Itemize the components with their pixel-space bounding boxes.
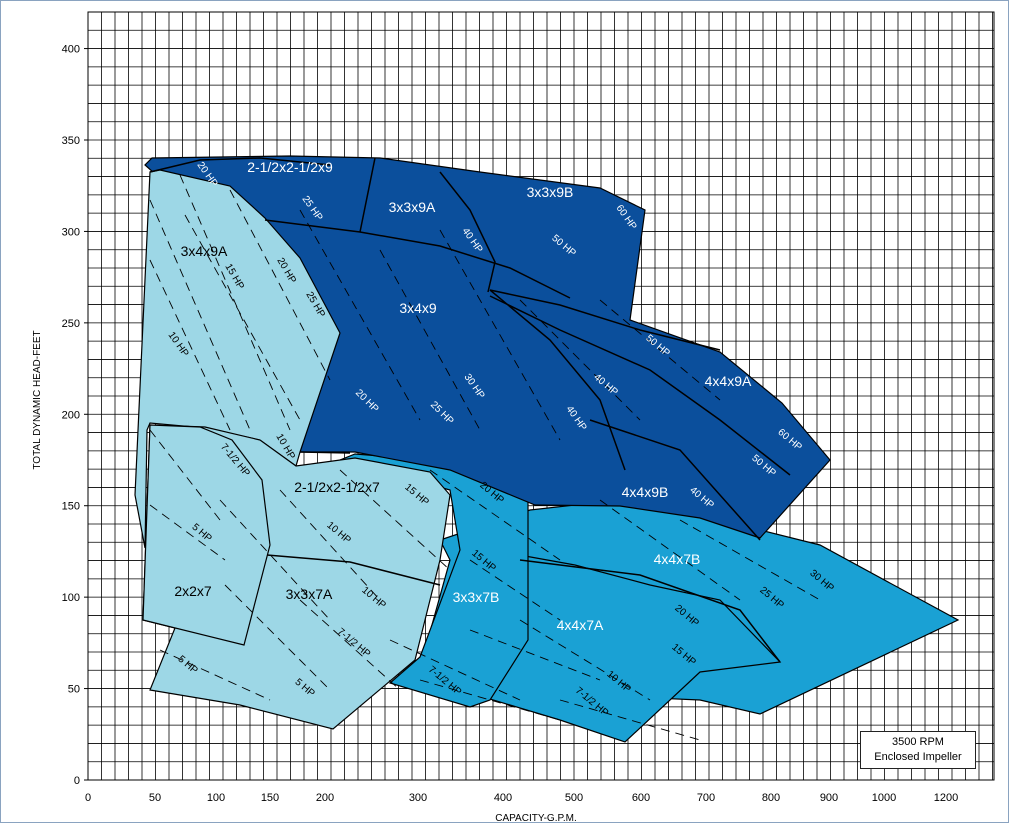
y-tick-label: 0 — [74, 775, 80, 787]
pump-model-label: 4x4x7A — [557, 617, 604, 633]
hp-dashed-line — [339, 469, 451, 571]
pump-model-label: 2-1/2x2-1/2x7 — [294, 479, 380, 495]
rpm-note-line1: 3500 RPM — [892, 736, 944, 748]
y-tick-label: 100 — [62, 592, 80, 604]
hp-dashed-line — [599, 499, 741, 601]
impeller-boundary — [359, 157, 376, 233]
x-tick-label: 300 — [409, 792, 427, 804]
impeller-boundary — [589, 419, 761, 541]
pump-model-label: 4x4x9B — [622, 484, 669, 500]
x-tick-label: 900 — [820, 792, 838, 804]
hp-dashed-line — [439, 229, 561, 441]
pump-model-label: 4x4x7B — [654, 551, 701, 567]
impeller-boundary — [489, 289, 626, 471]
region-2x2x7 — [142, 424, 271, 646]
hp-dashed-line — [149, 259, 231, 431]
model-labels: 2-1/2x2-1/2x9 3x3x9A 3x3x9B 3x4x9 4x4x9A 4x4x… — [174, 159, 752, 633]
rpm-note-line2: Enclosed Impeller — [874, 751, 962, 763]
hp-dashed-line — [149, 429, 221, 521]
hp-dashed-line — [429, 469, 561, 561]
pump-regions — [134, 155, 960, 743]
y-tick-label: 400 — [62, 44, 80, 56]
pump-model-label: 3x3x7A — [286, 586, 333, 602]
hp-dashed-line — [379, 249, 481, 431]
impeller-boundary — [489, 295, 791, 476]
x-tick-label: 200 — [316, 792, 334, 804]
pump-model-label: 3x3x7B — [453, 589, 500, 605]
hp-dashed-line — [159, 649, 271, 701]
pump-model-label: 3x4x9A — [181, 243, 228, 259]
hp-dashed-line — [519, 619, 651, 701]
y-tick-label: 300 — [62, 226, 80, 238]
pump-model-label: 2x2x7 — [174, 583, 212, 599]
x-tick-label: 400 — [494, 792, 512, 804]
impeller-boundary — [489, 289, 721, 351]
x-tick-label: 600 — [632, 792, 650, 804]
impeller-boundary — [439, 171, 496, 293]
x-tick-label: 0 — [85, 792, 91, 804]
hp-dashed-line — [559, 699, 701, 741]
y-tick-label: 50 — [68, 684, 80, 696]
hp-dashed-line — [469, 629, 601, 681]
impeller-boundary — [264, 219, 571, 299]
impeller-boundary — [149, 157, 331, 173]
hp-dashed-line — [519, 299, 641, 421]
y-axis-title: TOTAL DYNAMIC HEAD-FEET — [32, 330, 43, 469]
y-tick-label: 200 — [62, 409, 80, 421]
x-tick-label: 700 — [697, 792, 715, 804]
hp-dashed-line — [469, 559, 561, 621]
hp-dashed-line — [419, 679, 561, 721]
impeller-boundary — [299, 451, 351, 454]
pump-model-label: 2-1/2x2-1/2x9 — [247, 159, 333, 175]
hp-dashed-line — [224, 584, 331, 691]
hp-dashed-line — [679, 519, 821, 601]
x-tick-label: 150 — [261, 792, 279, 804]
pump-model-label: 3x4x9 — [399, 300, 437, 316]
hp-dashed-line — [149, 504, 226, 561]
impeller-boundary — [266, 554, 441, 586]
pump-model-label: 3x3x9A — [389, 199, 436, 215]
hp-dashed-line — [184, 214, 301, 421]
hp-dashed-line — [299, 209, 421, 421]
hp-dashed-line — [229, 189, 331, 381]
hp-dashed-line — [179, 174, 291, 431]
axes: 0 50 100 150 200 250 300 350 400 0 50 100 150 200 300 4… — [62, 44, 959, 804]
hp-lines — [149, 174, 821, 741]
plot-area — [87, 11, 995, 781]
y-tick-label: 250 — [62, 318, 80, 330]
pump-model-label: 3x3x9B — [527, 184, 574, 200]
hp-dashed-line — [219, 499, 331, 621]
x-tick-label: 100 — [207, 792, 225, 804]
hp-dashed-line — [599, 299, 721, 401]
x-tick-label: 500 — [565, 792, 583, 804]
impeller-boundary — [519, 559, 781, 663]
x-axis-title: CAPACITY-G.P.M. — [495, 813, 577, 824]
x-tick-label: 1200 — [934, 792, 958, 804]
y-tick-label: 150 — [62, 501, 80, 513]
pump-model-label: 4x4x9A — [705, 373, 752, 389]
hp-dashed-line — [149, 199, 251, 431]
y-tick-label: 350 — [62, 135, 80, 147]
x-tick-label: 800 — [762, 792, 780, 804]
rpm-note: 3500 RPM Enclosed Impeller — [860, 731, 976, 769]
hp-dashed-line — [279, 489, 381, 601]
hp-dashed-line — [389, 639, 521, 701]
hp-dashed-line — [299, 599, 401, 691]
x-tick-label: 1000 — [872, 792, 896, 804]
x-tick-label: 50 — [149, 792, 161, 804]
